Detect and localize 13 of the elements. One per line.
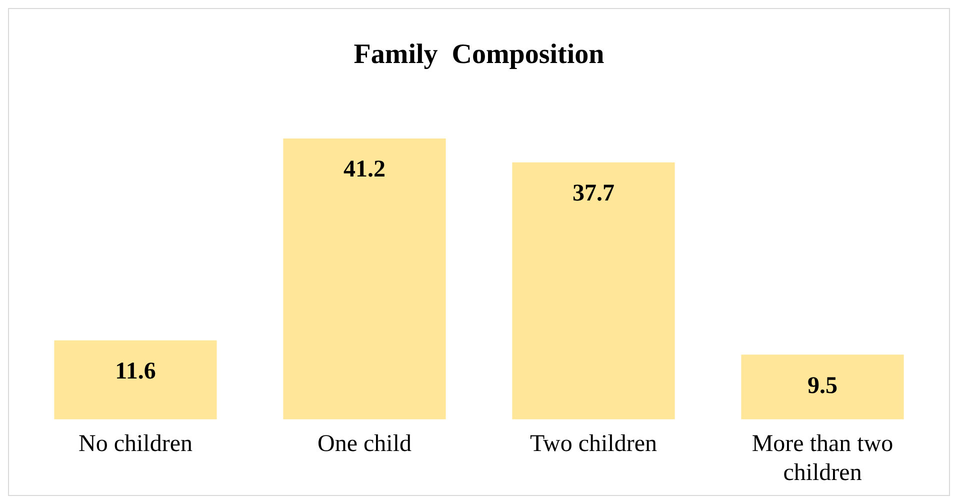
- data-label: 11.6: [115, 358, 156, 385]
- data-label: 41.2: [344, 156, 386, 183]
- bar: [741, 354, 904, 420]
- data-label: 37.7: [572, 180, 614, 207]
- x-tick-label: No children: [78, 431, 192, 458]
- x-tick-label: Two children: [530, 431, 657, 458]
- chart-title: Family Composition: [354, 39, 605, 70]
- bar: [54, 340, 217, 420]
- x-tick-label: One child: [318, 431, 412, 458]
- bar: [512, 162, 675, 420]
- bar: [283, 138, 446, 420]
- data-label: 9.5: [808, 372, 838, 399]
- x-tick-label: More than two children: [752, 431, 894, 486]
